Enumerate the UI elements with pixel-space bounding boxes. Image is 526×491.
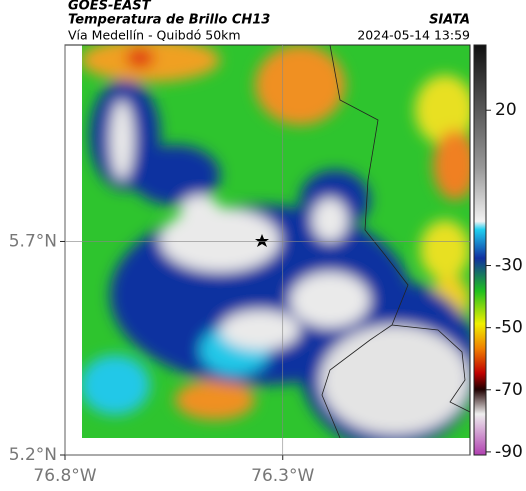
title: GOES-EAST [68, 0, 152, 14]
colorbar [473, 44, 487, 456]
timestamp: 2024-05-14 13:59 [357, 28, 470, 43]
colorbar-tick-label: -30 [495, 256, 523, 276]
x-tick-label: 76.3°W [251, 466, 314, 486]
route: Vía Medellín - Quibdó 50km [68, 28, 241, 43]
x-tick-label: 76.8°W [33, 466, 96, 486]
y-tick-label: 5.7°N [9, 231, 57, 251]
source: SIATA [429, 13, 470, 28]
colorbar-tick-label: -50 [495, 318, 523, 338]
colorbar-tick-label: -90 [495, 442, 523, 462]
y-tick-label: 5.2°N [9, 445, 57, 465]
subtitle: Temperatura de Brillo CH13 [68, 13, 270, 28]
satellite-image [82, 45, 470, 438]
colorbar-tick-label: 20 [495, 100, 517, 120]
colorbar-tick-label: -70 [495, 380, 523, 400]
